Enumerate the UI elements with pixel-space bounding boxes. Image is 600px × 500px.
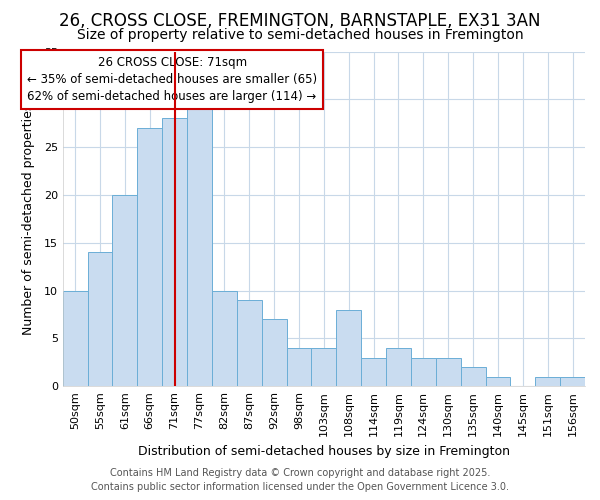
- Bar: [311, 348, 336, 387]
- Bar: [560, 376, 585, 386]
- Bar: [461, 367, 485, 386]
- X-axis label: Distribution of semi-detached houses by size in Fremington: Distribution of semi-detached houses by …: [138, 444, 510, 458]
- Bar: [162, 118, 187, 386]
- Bar: [436, 358, 461, 386]
- Bar: [386, 348, 411, 387]
- Bar: [336, 310, 361, 386]
- Bar: [112, 195, 137, 386]
- Text: 26, CROSS CLOSE, FREMINGTON, BARNSTAPLE, EX31 3AN: 26, CROSS CLOSE, FREMINGTON, BARNSTAPLE,…: [59, 12, 541, 30]
- Bar: [287, 348, 311, 387]
- Bar: [88, 252, 112, 386]
- Bar: [212, 290, 237, 386]
- Text: Size of property relative to semi-detached houses in Fremington: Size of property relative to semi-detach…: [77, 28, 523, 42]
- Text: 26 CROSS CLOSE: 71sqm
← 35% of semi-detached houses are smaller (65)
62% of semi: 26 CROSS CLOSE: 71sqm ← 35% of semi-deta…: [27, 56, 317, 104]
- Bar: [485, 376, 511, 386]
- Bar: [411, 358, 436, 386]
- Bar: [262, 320, 287, 386]
- Bar: [62, 290, 88, 386]
- Bar: [187, 109, 212, 386]
- Bar: [535, 376, 560, 386]
- Bar: [361, 358, 386, 386]
- Y-axis label: Number of semi-detached properties: Number of semi-detached properties: [22, 103, 35, 334]
- Text: Contains HM Land Registry data © Crown copyright and database right 2025.
Contai: Contains HM Land Registry data © Crown c…: [91, 468, 509, 492]
- Bar: [237, 300, 262, 386]
- Bar: [137, 128, 162, 386]
